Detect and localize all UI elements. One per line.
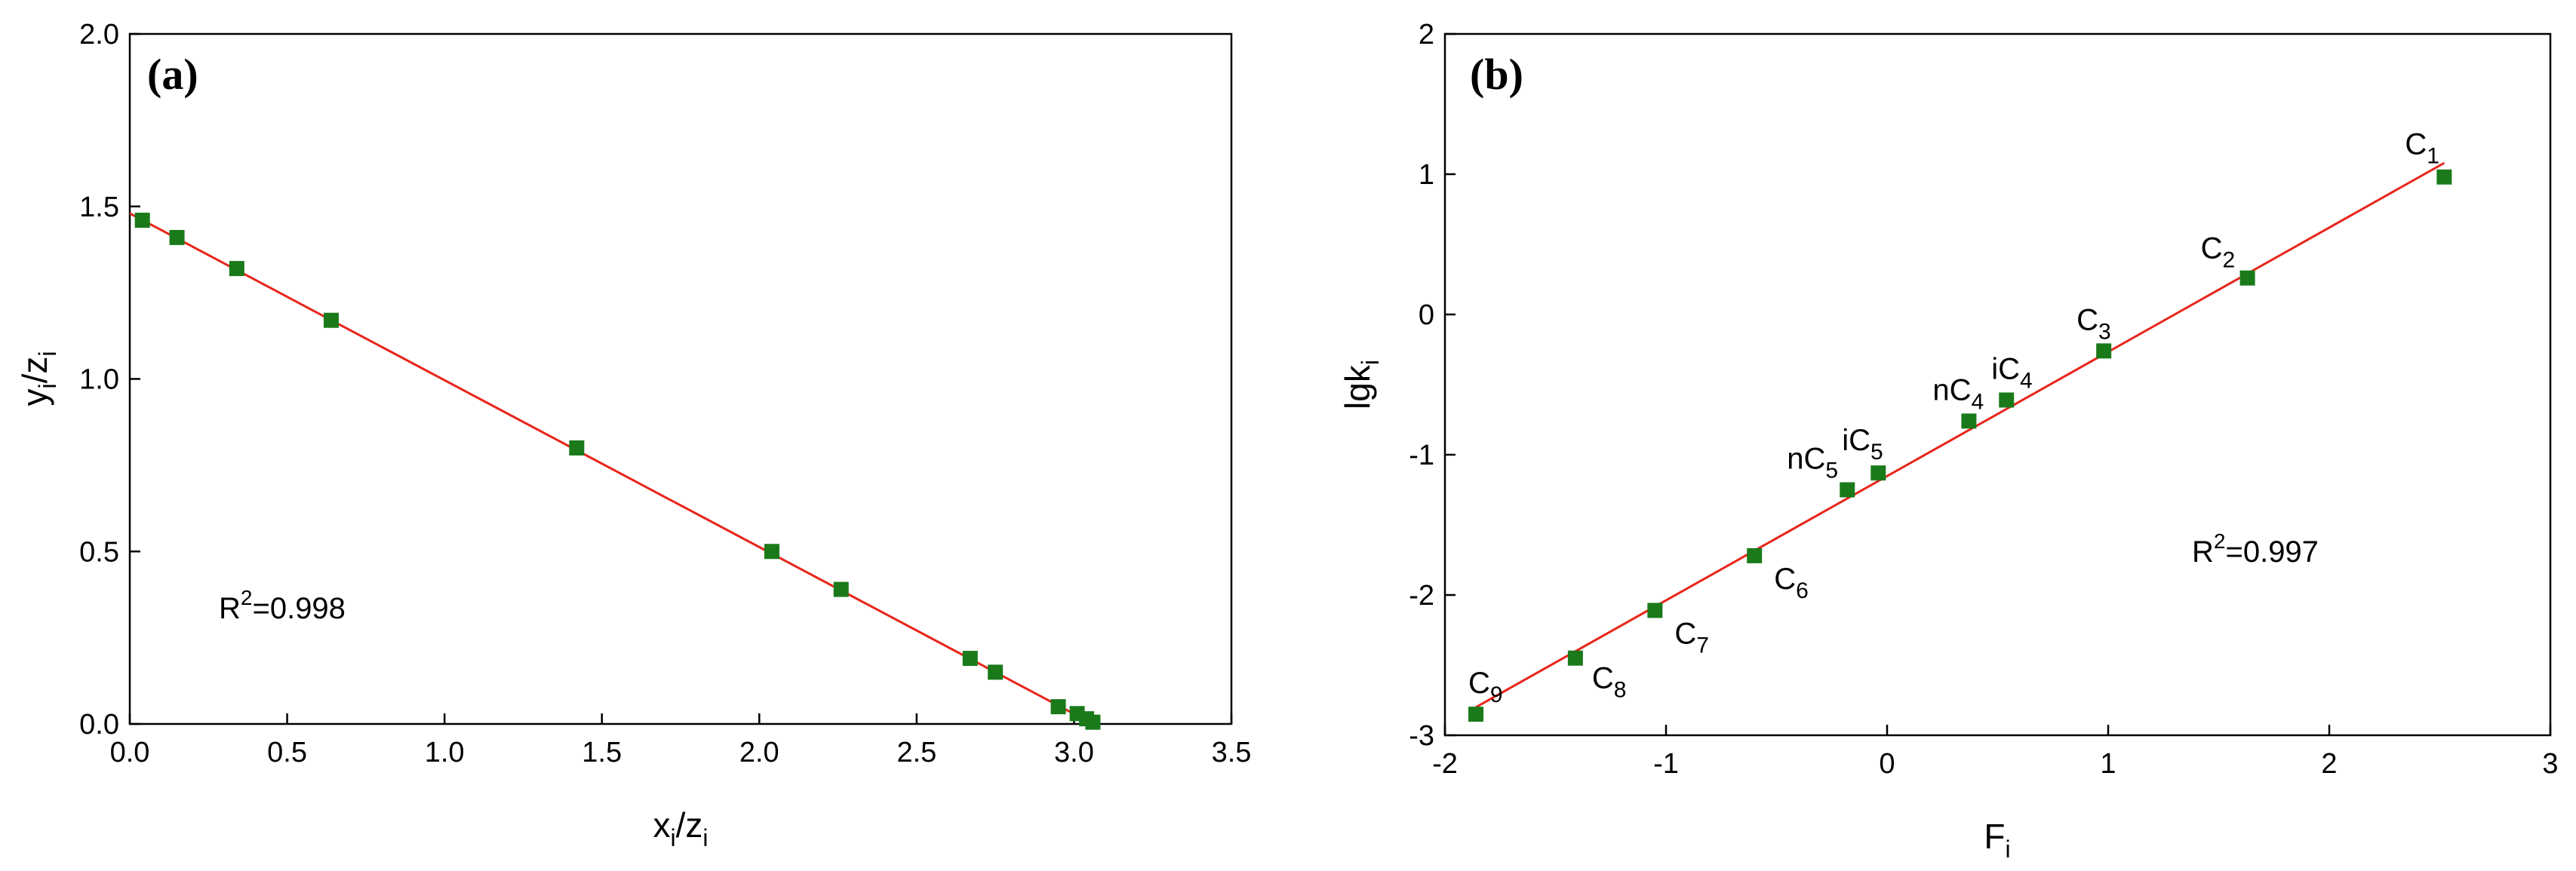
x-axis-title-a: xi/zi [653,805,709,851]
point-label: nC4 [1932,373,1984,414]
y-tick-label: -2 [1409,580,1434,612]
data-point [2436,169,2452,185]
data-point [1961,413,1977,429]
x-tick-label: -1 [1653,748,1679,780]
panel-label-b: (b) [1470,50,1523,99]
data-point [1567,650,1583,666]
y-tick-label: -1 [1409,440,1434,471]
x-tick-label: 2.0 [739,737,779,768]
y-tick-label: 2 [1419,19,1434,51]
y-tick-label: 0.0 [79,709,119,741]
x-tick-label: 0.0 [110,737,150,768]
data-point [1999,392,2015,408]
y-tick-label: 1.0 [79,364,119,396]
y-tick-label: 1.5 [79,192,119,223]
point-label: iC4 [1991,352,2032,393]
data-point [962,651,978,667]
x-tick-label: 3 [2542,748,2558,780]
y-axis-title-b: lgki [1338,360,1384,409]
data-point [988,664,1004,680]
point-label: iC5 [1842,424,1883,465]
y-tick-label: 0.5 [79,536,119,568]
x-tick-label: 3.0 [1054,737,1094,768]
point-label: C9 [1468,667,1503,707]
data-point [1050,699,1066,715]
y-tick-label: 0 [1419,299,1434,331]
axis-ticks-a: 0.0 0.5 1.0 1.5 2.0 2.5 3.0 3.5 0.0 0.5 1.0 1.5 2.0 [79,19,1251,768]
x-tick-label: 1.5 [582,737,622,768]
data-points-a [134,213,1101,730]
x-axis-title-b: Fi [1984,817,2010,863]
x-tick-label: 0.5 [267,737,307,768]
point-label: C8 [1592,662,1627,703]
data-point [569,440,585,455]
point-label: C2 [2201,232,2236,273]
y-tick-label: 1 [1419,159,1434,191]
point-label: C7 [1674,617,1709,658]
data-point [764,544,779,560]
x-tick-label: -2 [1432,748,1458,780]
data-point [2239,270,2255,286]
x-tick-label: 3.5 [1212,737,1252,768]
data-point [169,229,185,245]
data-point [833,581,849,597]
fit-line-b [1475,161,2445,709]
x-tick-label: 2.5 [896,737,936,768]
y-axis-title-a: yi/zi [15,351,61,406]
data-point [1840,482,1855,498]
panel-label-a: (a) [147,50,198,99]
data-point [1085,714,1101,730]
data-point [1647,603,1663,618]
data-point [2096,343,2112,359]
r-squared-annotation-a: R2=0.998 [219,586,346,625]
data-point [1747,547,1763,563]
x-tick-label: 1 [2100,748,2116,780]
data-point [323,312,339,328]
point-label: C3 [2076,303,2111,344]
data-point [229,261,244,277]
point-label: nC5 [1787,443,1838,483]
x-tick-label: 0 [1879,748,1895,780]
x-tick-label: 1.0 [425,737,465,768]
y-tick-label: -3 [1409,720,1434,752]
plot-frame-b [1443,32,2552,737]
y-tick-label: 2.0 [79,19,119,51]
point-label: C6 [1774,563,1809,603]
point-label: C1 [2405,128,2439,169]
fit-line-a [129,212,1094,725]
r-squared-annotation-b: R2=0.997 [2192,529,2319,569]
x-tick-label: 2 [2321,748,2337,780]
data-point [1871,465,1886,481]
data-point [134,213,150,228]
panel-a: 0.0 0.5 1.0 1.5 2.0 2.5 3.0 3.50.00.51.01.52.0 … [15,19,1251,851]
data-point [1468,707,1484,722]
